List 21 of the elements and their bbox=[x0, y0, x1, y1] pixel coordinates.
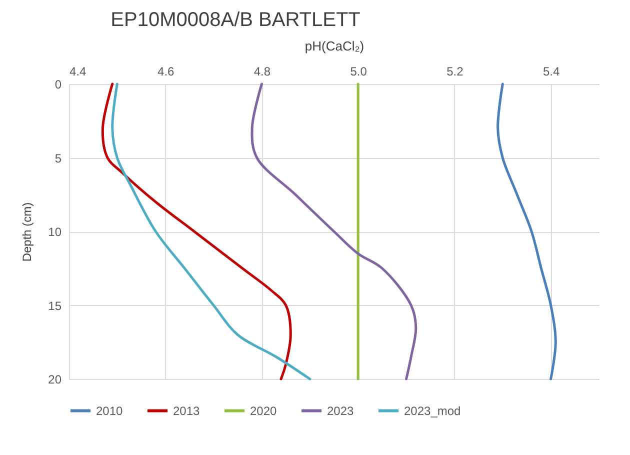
x-tick-label: 4.6 bbox=[158, 64, 175, 78]
legend-label: 2013 bbox=[173, 404, 200, 418]
x-tick-label: 4.8 bbox=[254, 64, 271, 78]
y-tick-label: 10 bbox=[48, 225, 62, 239]
x-tick-label: 4.4 bbox=[70, 64, 87, 78]
y-tick-label: 15 bbox=[48, 298, 62, 313]
legend-label: 2023_mod bbox=[404, 404, 461, 418]
chart-title: EP10M0008A/B BARTLETT bbox=[110, 9, 360, 31]
y-axis-title: Depth (cm) bbox=[20, 202, 34, 262]
x-tick-label: 5.2 bbox=[446, 64, 464, 78]
x-tick-label: 5.4 bbox=[542, 64, 560, 78]
y-tick-label: 0 bbox=[54, 78, 62, 92]
y-tick-label: 20 bbox=[48, 372, 62, 386]
line-series bbox=[250, 82, 418, 380]
legend-label: 2020 bbox=[250, 404, 278, 418]
legend-label: 2010 bbox=[96, 404, 124, 418]
x-axis-title: pH(CaCl₂) bbox=[304, 38, 364, 54]
x-tick-label: 5.0 bbox=[350, 64, 368, 78]
y-tick-label: 5 bbox=[54, 151, 62, 166]
legend-label: 2023 bbox=[327, 404, 354, 418]
line-series bbox=[496, 82, 557, 380]
